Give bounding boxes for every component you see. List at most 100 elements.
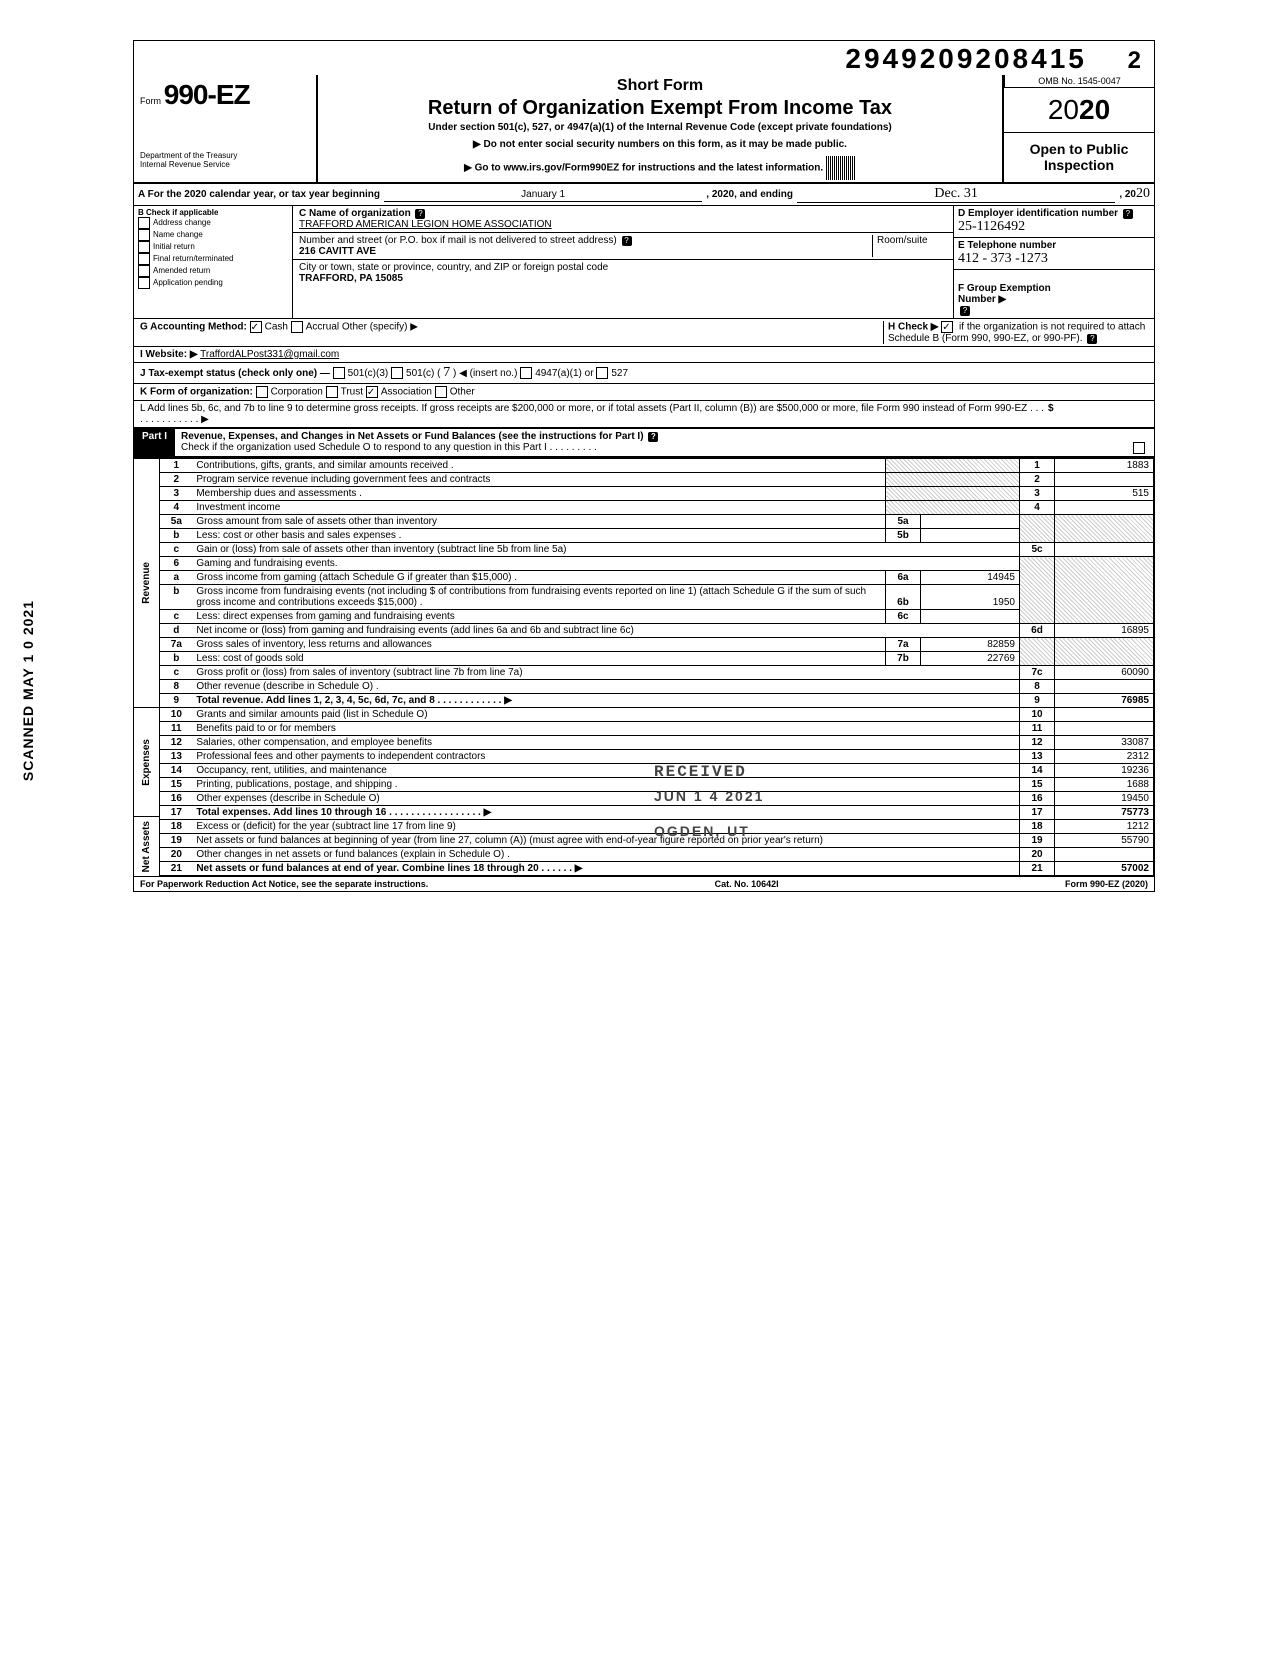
column-c: C Name of organization ? TRAFFORD AMERIC… — [293, 206, 953, 318]
b-header: B Check if applicable — [138, 208, 218, 217]
info-icon: ? — [1087, 334, 1097, 344]
ln5b-ibox: 5b — [886, 529, 921, 543]
column-b-checkboxes: B Check if applicable Address change Nam… — [134, 206, 293, 318]
info-icon: ? — [622, 236, 632, 246]
end-date-blank[interactable]: Dec. 31 — [797, 186, 1115, 203]
chk-corp[interactable] — [256, 386, 268, 398]
ln6c-ibox: 6c — [886, 610, 921, 624]
ln14-amt: 19236 — [1055, 764, 1154, 778]
chk-501c3[interactable] — [333, 367, 345, 379]
ln12-amt: 33087 — [1055, 736, 1154, 750]
chk-other-org[interactable] — [435, 386, 447, 398]
line-6a: aGross income from gaming (attach Schedu… — [160, 571, 1153, 585]
ln3-box: 3 — [1020, 487, 1055, 501]
chk-4947[interactable] — [520, 367, 532, 379]
e-value: 412 - 373 -1273 — [958, 251, 1048, 266]
ln7a-iamt: 82859 — [921, 638, 1020, 652]
ln2-amt — [1055, 473, 1154, 487]
chk-cash[interactable] — [250, 321, 262, 333]
line-21: 21Net assets or fund balances at end of … — [160, 862, 1153, 876]
dept-treasury: Department of the Treasury Internal Reve… — [140, 151, 310, 169]
g-h-row: G Accounting Method: Cash Accrual Other … — [134, 319, 1154, 347]
part1-title: Revenue, Expenses, and Changes in Net As… — [175, 429, 1154, 456]
l-dollar: $ — [1048, 403, 1054, 414]
f-label: F Group Exemption Number ▶ — [958, 283, 1051, 305]
chk-initial-return[interactable] — [138, 241, 150, 253]
chk-address-change[interactable] — [138, 217, 150, 229]
ln6d-num: d — [160, 624, 192, 638]
ln6d-label: Net income or (loss) from gaming and fun… — [192, 624, 1019, 638]
d-value: 25-1126492 — [958, 219, 1025, 234]
chk-final-return[interactable] — [138, 253, 150, 265]
form-number: 990-EZ — [164, 79, 250, 110]
ln15-label: Printing, publications, postage, and shi… — [192, 778, 1019, 792]
ln7b-iamt: 22769 — [921, 652, 1020, 666]
chk-app-pending[interactable] — [138, 277, 150, 289]
ln20-num: 20 — [160, 848, 192, 862]
ln4-num: 4 — [160, 501, 192, 515]
ln9-num: 9 — [160, 694, 192, 708]
ln1-amt: 1883 — [1055, 459, 1154, 473]
year-open-box: OMB No. 1545-0047 2020 Open to Public In… — [1002, 75, 1154, 182]
chk-assoc[interactable] — [366, 386, 378, 398]
ln15-amt: 1688 — [1055, 778, 1154, 792]
chk-501c[interactable] — [391, 367, 403, 379]
ln8-num: 8 — [160, 680, 192, 694]
chk-amended[interactable] — [138, 265, 150, 277]
end-date-hw: Dec. 31 — [934, 186, 978, 201]
line-2: 2Program service revenue including gover… — [160, 473, 1153, 487]
part1-header-row: Part I Revenue, Expenses, and Changes in… — [134, 428, 1154, 458]
line-a-label2: , 2020, and ending — [706, 189, 793, 200]
chk-accrual[interactable] — [291, 321, 303, 333]
line-1: 1Contributions, gifts, grants, and simil… — [160, 459, 1153, 473]
ln12-box: 12 — [1020, 736, 1055, 750]
footer-left: For Paperwork Reduction Act Notice, see … — [140, 879, 428, 889]
ln6a-label: Gross income from gaming (attach Schedul… — [192, 571, 885, 585]
ln11-label: Benefits paid to or for members — [192, 722, 1019, 736]
ln17-box: 17 — [1020, 806, 1055, 820]
chk-name-change[interactable] — [138, 229, 150, 241]
chk-527[interactable] — [596, 367, 608, 379]
line-13: 13Professional fees and other payments t… — [160, 750, 1153, 764]
ln12-num: 12 — [160, 736, 192, 750]
part1-title-text: Revenue, Expenses, and Changes in Net As… — [181, 431, 644, 442]
ln6-num: 6 — [160, 557, 192, 571]
ln14-num: 14 — [160, 764, 192, 778]
side-expenses: Expenses — [139, 735, 154, 790]
end-year-hw: 20 — [1136, 186, 1150, 202]
ln5b-iamt — [921, 529, 1020, 543]
begin-date-blank[interactable]: January 1 — [384, 189, 702, 202]
chk-h[interactable] — [941, 321, 953, 333]
info-icon: ? — [1123, 209, 1133, 219]
line-6d: dNet income or (loss) from gaming and fu… — [160, 624, 1153, 638]
ln14-label: Occupancy, rent, utilities, and maintena… — [192, 764, 1019, 778]
subtitle: Under section 501(c), 527, or 4947(a)(1)… — [324, 122, 996, 133]
ln6d-amt: 16895 — [1055, 624, 1154, 638]
stamp-date: JUN 1 4 2021 — [654, 788, 764, 804]
i-website-row: I Website: ▶ TraffordALPost331@gmail.com — [134, 347, 1154, 363]
tracking-digits: 2949209208415 — [845, 43, 1086, 74]
room-label: Room/suite — [877, 235, 928, 246]
open-to-public: Open to Public Inspection — [1004, 133, 1154, 181]
side-netassets: Net Assets — [139, 817, 154, 876]
ln21-label: Net assets or fund balances at end of ye… — [192, 862, 1019, 876]
ln9-label: Total revenue. Add lines 1, 2, 3, 4, 5c,… — [192, 694, 1019, 708]
page-number-top: 2 — [1128, 47, 1144, 74]
ln6b-iamt: 1950 — [921, 585, 1020, 610]
ln16-num: 16 — [160, 792, 192, 806]
main-title: Return of Organization Exempt From Incom… — [324, 97, 996, 120]
ln6c-label: Less: direct expenses from gaming and fu… — [192, 610, 885, 624]
ln12-label: Salaries, other compensation, and employ… — [192, 736, 1019, 750]
ln8-amt — [1055, 680, 1154, 694]
ln5a-iamt — [921, 515, 1020, 529]
ln5c-amt — [1055, 543, 1154, 557]
501c-num-hw: 7 — [443, 365, 450, 380]
ln17-label: Total expenses. Add lines 10 through 16 … — [192, 806, 1019, 820]
part1-label: Part I — [134, 429, 175, 456]
chk-part1-scho[interactable] — [1133, 442, 1145, 454]
ln3-label: Membership dues and assessments . — [192, 487, 885, 501]
ln3-num: 3 — [160, 487, 192, 501]
chk-trust[interactable] — [326, 386, 338, 398]
line-6: 6Gaming and fundraising events. — [160, 557, 1153, 571]
part1-check: Check if the organization used Schedule … — [181, 442, 597, 453]
